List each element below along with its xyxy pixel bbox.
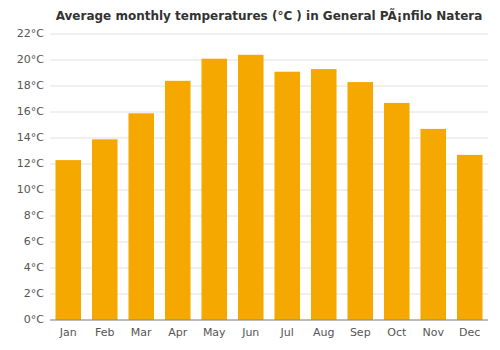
- bar: [201, 59, 227, 320]
- x-tick-label: May: [203, 326, 226, 339]
- x-tick-label: Oct: [387, 326, 407, 339]
- bar: [347, 82, 373, 320]
- x-tick-label: Apr: [168, 326, 188, 339]
- grid-line: [50, 34, 488, 35]
- x-tick-label: Mar: [131, 326, 152, 339]
- bar: [92, 139, 118, 320]
- x-tick-label: Jun: [241, 326, 259, 339]
- y-tick-label: 20°C: [17, 53, 44, 66]
- grid: [50, 34, 488, 320]
- x-tick-label: Jul: [280, 326, 294, 339]
- bar: [55, 160, 81, 320]
- y-tick-label: 0°C: [24, 313, 44, 326]
- bar: [238, 55, 264, 320]
- title: Average monthly temperatures (°C ) in Ge…: [56, 8, 483, 23]
- x-tick-label: Nov: [423, 326, 445, 339]
- y-tick-label: 12°C: [17, 157, 44, 170]
- y-tick-label: 18°C: [17, 79, 44, 92]
- x-tick-label: Jan: [59, 326, 77, 339]
- chart: 0°C 2°C 4°C 6°C 8°C 10°C 12°C 14°C 16°C 18°C 20°C 2…: [0, 0, 500, 350]
- grid-line: [50, 320, 488, 321]
- y-tick-label: 10°C: [17, 183, 44, 196]
- y-tick-label: 6°C: [24, 235, 44, 248]
- x-axis-line: [50, 320, 488, 321]
- y-tick-label: 8°C: [24, 209, 44, 222]
- grid-line: [50, 60, 488, 61]
- y-axis: 0°C 2°C 4°C 6°C 8°C 10°C 12°C 14°C 16°C 18°C 20°C 2…: [17, 27, 44, 326]
- y-tick-label: 14°C: [17, 131, 44, 144]
- y-tick-label: 16°C: [17, 105, 44, 118]
- y-tick-label: 4°C: [24, 261, 44, 274]
- bar: [457, 155, 483, 320]
- x-tick-label: Sep: [350, 326, 371, 339]
- x-tick-label: Feb: [95, 326, 114, 339]
- y-tick-label: 22°C: [17, 27, 44, 40]
- y-tick-label: 2°C: [24, 287, 44, 300]
- grid-line: [50, 112, 488, 113]
- bars: [55, 55, 482, 320]
- bar: [165, 81, 191, 320]
- x-axis: Jan Feb Mar Apr May Jun Jul Aug Sep Oct Nov Dec: [59, 326, 481, 339]
- bar: [384, 103, 410, 320]
- bar: [420, 129, 446, 320]
- bar: [128, 113, 154, 320]
- grid-line: [50, 86, 488, 87]
- x-tick-label: Aug: [313, 326, 334, 339]
- bar: [311, 69, 337, 320]
- x-tick-label: Dec: [459, 326, 480, 339]
- bar: [274, 72, 300, 320]
